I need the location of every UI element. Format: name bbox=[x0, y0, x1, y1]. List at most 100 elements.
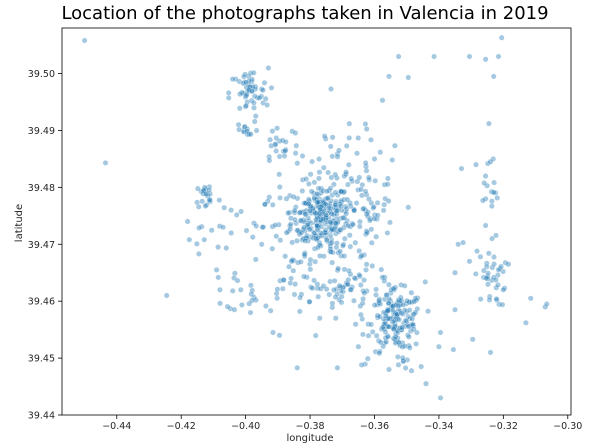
scatter-point bbox=[482, 56, 489, 63]
scatter-point bbox=[330, 181, 337, 188]
scatter-point bbox=[450, 346, 457, 353]
scatter-point bbox=[273, 233, 280, 240]
scatter-point bbox=[261, 79, 268, 86]
scatter-point bbox=[279, 285, 286, 292]
scatter-point bbox=[236, 126, 243, 133]
scatter-point bbox=[283, 195, 290, 202]
scatter-point bbox=[314, 190, 320, 197]
scatter-point bbox=[352, 321, 359, 328]
scatter-point bbox=[323, 188, 330, 195]
scatter-point bbox=[302, 211, 309, 218]
scatter-point bbox=[316, 156, 323, 162]
scatter-point bbox=[393, 302, 400, 308]
scatter-point bbox=[358, 252, 365, 259]
plot-frame bbox=[61, 27, 572, 416]
scatter-point bbox=[283, 229, 290, 236]
scatter-point bbox=[405, 333, 412, 340]
scatter-point bbox=[339, 242, 346, 249]
scatter-point bbox=[291, 291, 298, 298]
scatter-point bbox=[386, 73, 392, 80]
scatter-point bbox=[302, 237, 309, 244]
scatter-point bbox=[355, 186, 362, 193]
scatter-point bbox=[260, 87, 266, 94]
scatter-point bbox=[327, 232, 334, 239]
scatter-point bbox=[238, 208, 245, 215]
scatter-point bbox=[396, 316, 403, 323]
scatter-point bbox=[340, 224, 347, 231]
scatter-point bbox=[365, 332, 372, 339]
scatter-point bbox=[102, 159, 109, 166]
scatter-point bbox=[336, 147, 342, 154]
scatter-point bbox=[479, 197, 486, 204]
scatter-point bbox=[369, 328, 376, 335]
scatter-point bbox=[282, 147, 289, 154]
scatter-point bbox=[269, 223, 276, 230]
y-tick-label: 39.49 bbox=[28, 126, 55, 137]
scatter-point bbox=[390, 285, 397, 292]
scatter-point bbox=[290, 267, 297, 274]
scatter-point bbox=[280, 276, 287, 283]
scatter-point bbox=[368, 239, 375, 246]
scatter-point bbox=[287, 280, 294, 287]
y-tick-label: 39.47 bbox=[28, 240, 55, 251]
scatter-point bbox=[522, 319, 529, 326]
scatter-point bbox=[334, 364, 341, 371]
scatter-point bbox=[332, 171, 339, 178]
scatter-point bbox=[298, 291, 305, 298]
scatter-point bbox=[269, 128, 276, 135]
x-tick-label: −0.42 bbox=[167, 421, 196, 432]
scatter-point bbox=[267, 136, 274, 143]
scatter-point bbox=[490, 189, 497, 196]
scatter-point bbox=[231, 270, 238, 277]
scatter-point bbox=[216, 223, 223, 230]
scatter-point bbox=[340, 196, 347, 203]
scatter-point bbox=[373, 286, 380, 293]
scatter-point bbox=[329, 300, 336, 307]
scatter-point bbox=[297, 258, 304, 265]
scatter-point bbox=[452, 269, 458, 276]
scatter-point bbox=[247, 282, 254, 289]
scatter-point bbox=[294, 364, 301, 371]
chart-title: Location of the photographs taken in Val… bbox=[61, 3, 548, 24]
scatter-point bbox=[308, 220, 315, 227]
scatter-point bbox=[311, 179, 318, 186]
scatter-point bbox=[494, 194, 501, 201]
scatter-point bbox=[195, 203, 202, 210]
scatter-point bbox=[330, 287, 337, 293]
scatter-point bbox=[301, 224, 308, 231]
scatter-point bbox=[491, 179, 498, 186]
scatter-point bbox=[410, 326, 417, 333]
scatter-point bbox=[356, 223, 363, 230]
scatter-point bbox=[499, 301, 506, 308]
scatter-point bbox=[286, 263, 292, 270]
scatter-point bbox=[265, 65, 272, 71]
scatter-point bbox=[435, 343, 442, 350]
scatter-point bbox=[343, 169, 350, 176]
scatter-point bbox=[343, 210, 350, 217]
scatter-point bbox=[266, 157, 273, 164]
scatter-point bbox=[412, 309, 419, 316]
scatter-point bbox=[377, 339, 384, 346]
scatter-point bbox=[344, 196, 351, 203]
scatter-point bbox=[332, 189, 339, 196]
scatter-point bbox=[399, 354, 406, 361]
scatter-point bbox=[316, 169, 323, 176]
scatter-point bbox=[221, 204, 228, 211]
scatter-point bbox=[502, 259, 509, 266]
scatter-point bbox=[469, 336, 476, 343]
scatter-point bbox=[311, 277, 318, 284]
scatter-point bbox=[527, 295, 534, 302]
scatter-point bbox=[288, 275, 295, 282]
scatter-point bbox=[486, 293, 493, 300]
scatter-point bbox=[305, 180, 312, 187]
scatter-point bbox=[252, 113, 259, 120]
scatter-point bbox=[262, 201, 268, 208]
scatter-point bbox=[316, 252, 323, 259]
scatter-point bbox=[414, 305, 421, 312]
scatter-point bbox=[485, 120, 492, 127]
scatter-point bbox=[353, 200, 360, 207]
scatter-point bbox=[313, 236, 320, 243]
scatter-point bbox=[248, 97, 255, 104]
scatter-point bbox=[203, 191, 209, 198]
scatter-point bbox=[363, 167, 370, 174]
